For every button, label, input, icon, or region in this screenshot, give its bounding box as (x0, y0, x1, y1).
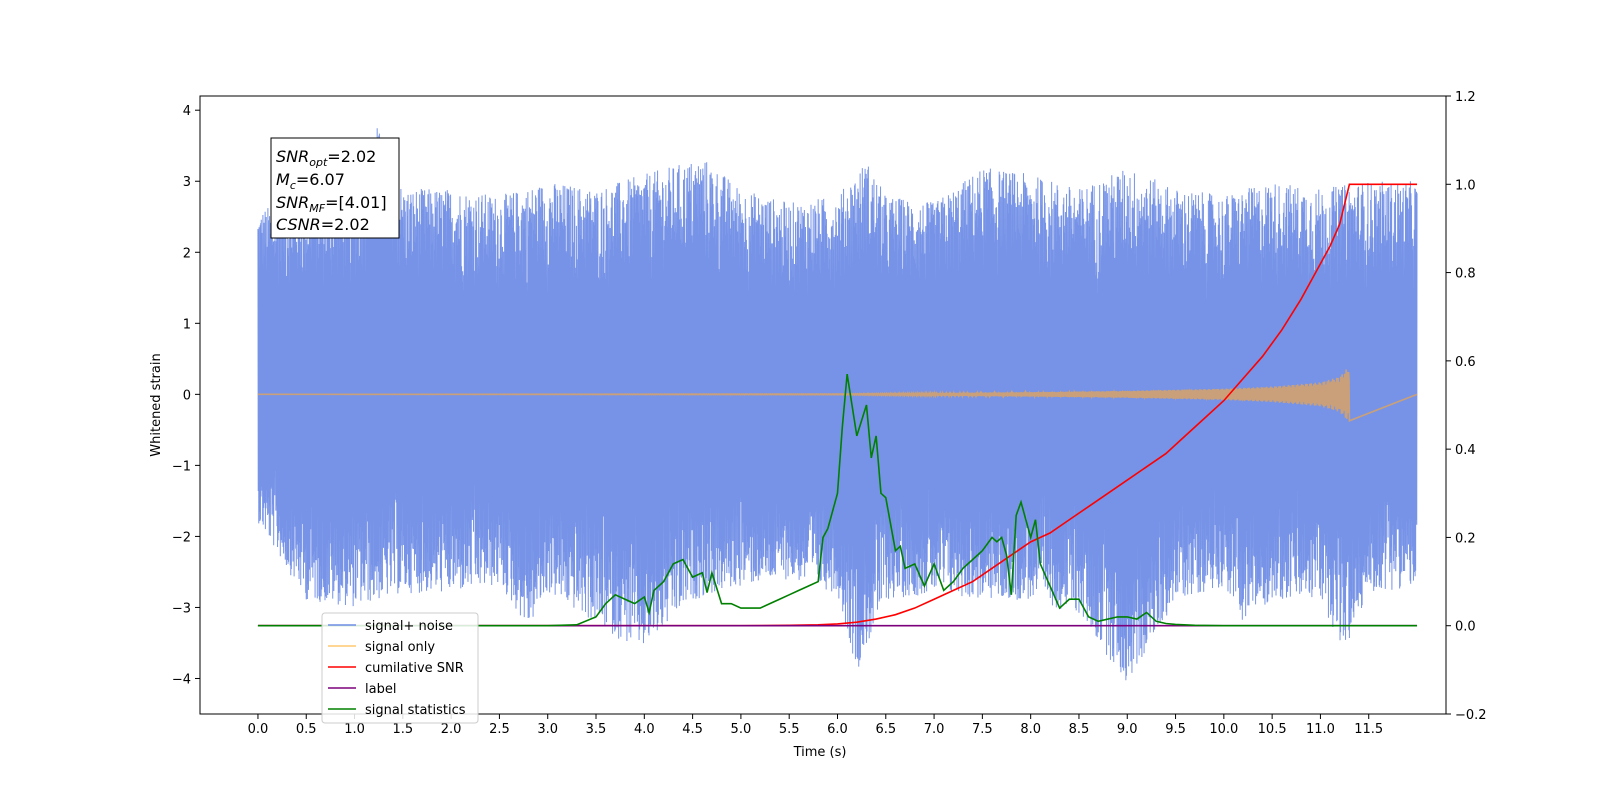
x-axis: 0.0 0.5 1.0 1.5 2.0 2.5 3.0 3.5 4.0 4.5 5.0 5.5 6.0 6… (248, 714, 1383, 737)
mc-text: Mc=6.07 (276, 170, 345, 192)
y2-tick-label: 0.0 (1455, 620, 1476, 635)
y2-tick-label: 1.0 (1455, 178, 1476, 193)
y-axis-right: 1.2 1.0 0.8 0.6 0.4 0.2 0.0 −0.2 (1446, 90, 1487, 723)
x-tick-label: 9.5 (1165, 722, 1186, 737)
x-tick-label: 4.5 (682, 722, 703, 737)
y-tick-label: −3 (172, 601, 191, 616)
x-tick-label: 7.0 (924, 722, 945, 737)
x-tick-label: 6.5 (875, 722, 896, 737)
x-tick-label: 8.5 (1069, 722, 1090, 737)
y2-tick-label: −0.2 (1455, 708, 1487, 723)
x-tick-label: 10.5 (1258, 722, 1287, 737)
x-tick-label: 3.0 (537, 722, 558, 737)
series-signal-noise (257, 128, 1418, 681)
x-tick-label: 2.5 (489, 722, 510, 737)
x-tick-label: 5.0 (731, 722, 752, 737)
y2-tick-label: 0.4 (1455, 443, 1476, 458)
x-tick-label: 1.5 (392, 722, 413, 737)
series-layer (257, 128, 1418, 681)
x-tick-label: 0.0 (248, 722, 269, 737)
y-tick-label: 4 (183, 104, 191, 119)
x-tick-label: 0.5 (296, 722, 317, 737)
series-signal-statistics (257, 373, 1418, 627)
y2-tick-label: 0.6 (1455, 355, 1476, 370)
y-tick-label: −4 (172, 672, 191, 687)
x-tick-label: 11.0 (1306, 722, 1335, 737)
y-tick-label: −2 (172, 530, 191, 545)
snr-opt-text: SNRopt=2.02 (276, 147, 376, 169)
x-tick-label: 3.5 (586, 722, 607, 737)
csnr-text: CSNR=2.02 (276, 215, 370, 234)
y2-tick-label: 1.2 (1455, 90, 1476, 105)
x-tick-label: 4.0 (634, 722, 655, 737)
legend-entry: signal+ noise (365, 619, 453, 634)
x-axis-label: Time (s) (793, 745, 847, 760)
legend-entry: signal only (365, 640, 435, 655)
y-tick-label: 1 (183, 317, 191, 332)
y-tick-label: 0 (183, 388, 191, 403)
series-cumulative-snr (257, 183, 1418, 627)
x-tick-label: 7.5 (972, 722, 993, 737)
info-box: SNRopt=2.02 Mc=6.07 SNRMF=[4.01] CSNR=2.… (270, 137, 400, 239)
y-tick-label: −1 (172, 459, 191, 474)
plot-frame (199, 95, 1447, 715)
x-tick-label: 11.5 (1354, 722, 1383, 737)
x-tick-label: 2.0 (441, 722, 462, 737)
y-tick-label: 3 (183, 175, 191, 190)
legend-entry: label (365, 682, 396, 697)
y-axis-label: Whitened strain (149, 353, 164, 456)
x-tick-label: 6.0 (827, 722, 848, 737)
x-tick-label: 10.0 (1209, 722, 1238, 737)
y2-tick-label: 0.8 (1455, 267, 1476, 282)
legend: signal+ noise signal only cumilative SNR la… (321, 612, 479, 724)
series-signal-only (257, 369, 1418, 422)
y-tick-label: 2 (183, 246, 191, 261)
x-tick-label: 5.5 (779, 722, 800, 737)
y-axis-left: 4 3 2 1 0 −1 −2 −3 −4 (172, 104, 200, 687)
x-tick-label: 1.0 (344, 722, 365, 737)
legend-entry: signal statistics (365, 703, 466, 718)
x-tick-label: 8.0 (1020, 722, 1041, 737)
snr-mf-text: SNRMF=[4.01] (276, 193, 387, 215)
x-tick-label: 9.0 (1117, 722, 1138, 737)
legend-entry: cumilative SNR (365, 661, 464, 676)
y2-tick-label: 0.2 (1455, 531, 1476, 546)
